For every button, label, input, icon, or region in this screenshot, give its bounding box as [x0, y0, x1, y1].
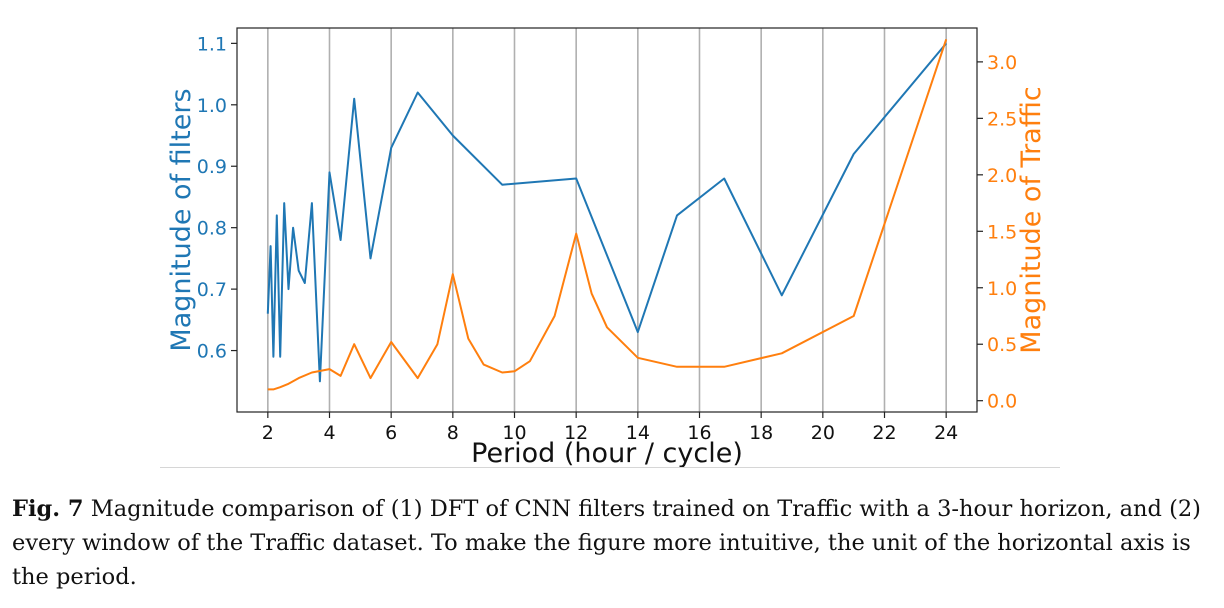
x-tick-label: 14: [626, 422, 650, 444]
caption-separator: [160, 467, 1060, 468]
y-right-tick-label: 1.5: [987, 221, 1017, 243]
y-right-tick-label: 0.5: [987, 334, 1017, 356]
x-axis: 2 4 6 8 10 12 14 16 18 20 22 24: [262, 412, 958, 444]
x-tick-label: 8: [447, 422, 459, 444]
y-left-tick-label: 0.9: [197, 156, 227, 178]
x-axis-label: Period (hour / cycle): [471, 438, 743, 469]
x-tick-label: 18: [749, 422, 773, 444]
y-axis-left: 0.6 0.7 0.8 0.9 1.0 1.1: [197, 33, 237, 363]
y-right-tick-label: 2.5: [987, 108, 1017, 130]
traffic-series-line: [267, 38, 948, 391]
y-axis-left-label: Magnitude of filters: [166, 88, 197, 351]
plot-lines: [266, 38, 948, 391]
y-left-tick-label: 1.1: [197, 33, 227, 55]
dual-axis-line-chart: 2 4 6 8 10 12 14 16 18 20 22 24 0.60.70.80.91.01.1 …: [166, 27, 1047, 469]
x-tick-label: 2: [262, 422, 274, 444]
y-left-tick-label: 0.8: [197, 218, 227, 240]
x-tick-label: 6: [385, 422, 397, 444]
caption-label: Fig. 7: [12, 496, 84, 522]
plot-frame: [236, 27, 978, 413]
x-tick-label: 12: [564, 422, 588, 444]
y-right-tick-label: 1.0: [987, 278, 1017, 300]
y-axis-right-label: Magnitude of Traffic: [1016, 86, 1047, 353]
x-tick-label: 10: [502, 422, 526, 444]
x-tick-label: 22: [872, 422, 896, 444]
y-left-tick-label: 0.7: [197, 279, 227, 301]
caption-text: Magnitude comparison of (1) DFT of CNN f…: [12, 496, 1201, 590]
y-axis-right: 0.0 0.5 1.0 1.5 2.0 2.5 3.0: [977, 52, 1017, 413]
y-left-tick-label: 1.0: [197, 95, 227, 117]
filters-series-line: [266, 42, 947, 383]
x-tick-label: 20: [811, 422, 835, 444]
x-tick-label: 16: [687, 422, 711, 444]
y-left-tick-label: 0.6: [197, 341, 227, 363]
y-right-tick-label: 3.0: [987, 52, 1017, 74]
figure-caption: Fig. 7 Magnitude comparison of (1) DFT o…: [12, 492, 1212, 594]
y-right-tick-label: 2.0: [987, 165, 1017, 187]
x-tick-label: 4: [323, 422, 335, 444]
vertical-grid: [267, 28, 947, 412]
x-tick-label: 24: [934, 422, 958, 444]
y-right-tick-label: 0.0: [987, 391, 1017, 413]
